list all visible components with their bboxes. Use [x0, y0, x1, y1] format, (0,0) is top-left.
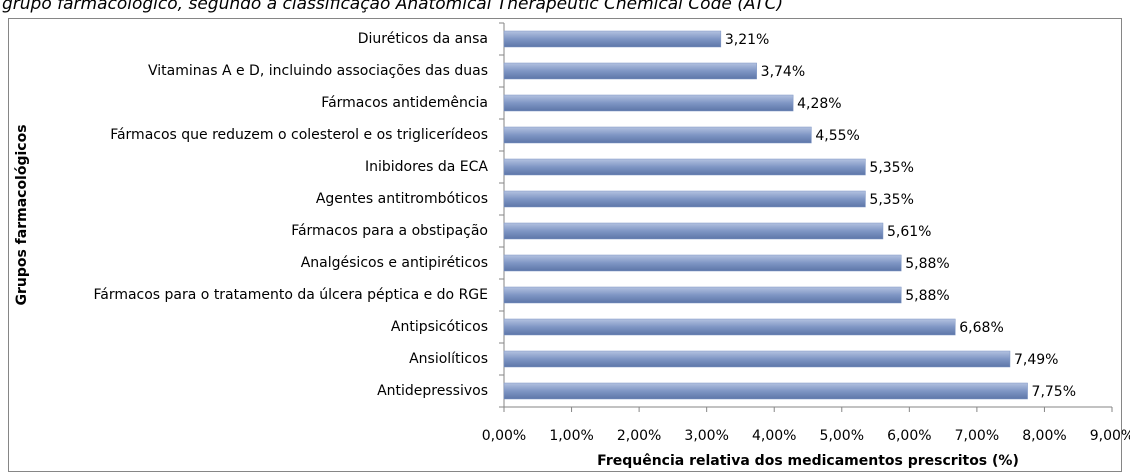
bar [503, 62, 757, 80]
x-tick-label: 1,00% [549, 428, 593, 444]
x-tick-label: 4,00% [752, 428, 796, 444]
bar [503, 126, 812, 144]
x-tick-label: 3,00% [684, 428, 728, 444]
data-label: 7,75% [1032, 384, 1076, 400]
x-tick-label: 0,00% [482, 428, 526, 444]
x-tick-label: 5,00% [820, 428, 864, 444]
bar [503, 318, 956, 336]
y-tick-label: Agentes antitrombóticos [316, 191, 488, 207]
bar [503, 30, 722, 48]
y-tick-label: Fármacos que reduzem o colesterol e os t… [110, 127, 488, 143]
bar [503, 222, 884, 240]
y-tick-label: Vitaminas A e D, incluindo associações d… [148, 63, 488, 79]
bar [503, 158, 866, 176]
data-label: 7,49% [1014, 352, 1058, 368]
x-tick-label: 9,00% [1090, 428, 1130, 444]
data-label: 3,74% [761, 64, 805, 80]
y-tick-label: Fármacos para a obstipação [291, 223, 488, 239]
x-tick-label: 7,00% [955, 428, 999, 444]
y-tick-label: Fármacos antidemência [321, 95, 488, 111]
y-tick-label: Diuréticos da ansa [358, 31, 488, 47]
data-label: 5,35% [869, 192, 913, 208]
bar [503, 190, 866, 208]
chart-frame [8, 18, 1122, 472]
y-tick-label: Ansiolíticos [409, 351, 488, 367]
bar [503, 350, 1011, 368]
data-label: 6,68% [959, 320, 1003, 336]
bar [503, 254, 902, 272]
y-tick-label: Fármacos para o tratamento da úlcera pép… [93, 287, 488, 303]
bar [503, 94, 794, 112]
bar [503, 286, 902, 304]
bar [503, 382, 1028, 400]
y-tick-label: Antidepressivos [377, 383, 488, 399]
data-label: 4,55% [815, 128, 859, 144]
y-tick-label: Analgésicos e antipiréticos [301, 255, 488, 271]
data-label: 5,88% [905, 288, 949, 304]
data-label: 4,28% [797, 96, 841, 112]
x-axis-title: Frequência relativa dos medicamentos pre… [597, 453, 1019, 469]
x-tick-label: 6,00% [887, 428, 931, 444]
caption: grupo farmacológico, segundo a classific… [2, 0, 783, 14]
x-tick-label: 2,00% [617, 428, 661, 444]
data-label: 5,88% [905, 256, 949, 272]
data-label: 5,35% [869, 160, 913, 176]
y-tick-label: Antipsicóticos [391, 319, 488, 335]
data-label: 5,61% [887, 224, 931, 240]
data-label: 3,21% [725, 32, 769, 48]
x-tick-label: 8,00% [1022, 428, 1066, 444]
y-axis-title: Grupos farmacológicos [14, 124, 30, 305]
y-tick-label: Inibidores da ECA [365, 159, 488, 175]
